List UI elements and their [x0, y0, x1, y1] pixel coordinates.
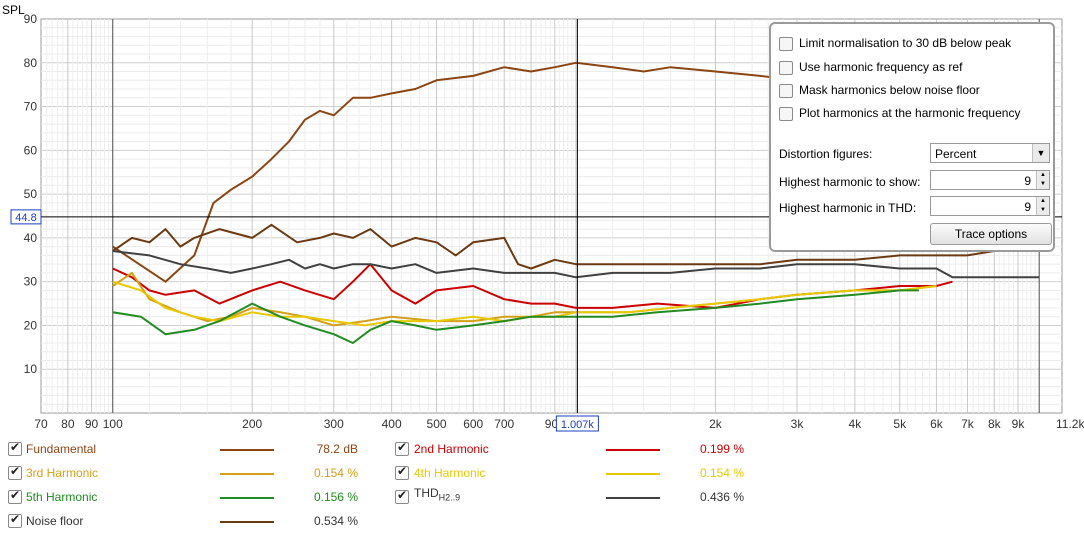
series-noise-floor	[112, 223, 1040, 270]
legend-checkbox-3rd-harmonic[interactable]	[8, 464, 22, 480]
legend-name: Noise floor	[26, 514, 84, 528]
use-harmonic-frequency-checkbox[interactable]	[779, 61, 793, 75]
y-tick-label: 70	[24, 100, 38, 114]
legend-swatch	[220, 473, 274, 475]
mask-harmonics-checkbox[interactable]	[779, 84, 793, 98]
x-tick-label: 4k	[849, 417, 863, 431]
y-tick-label: 40	[24, 231, 38, 245]
x-tick-label: 80	[61, 417, 75, 431]
y-tick-label: 10	[24, 362, 38, 376]
x-tick-label: 9k	[1012, 417, 1026, 431]
x-tick-label: 8k	[988, 417, 1002, 431]
legend-checkbox-5th-harmonic[interactable]	[8, 488, 22, 504]
legend-value: 0.154 %	[699, 466, 744, 480]
distortion-figures-label: Distortion figures:	[779, 147, 873, 161]
highest-harmonic-show-label: Highest harmonic to show:	[779, 175, 921, 189]
legend-swatch	[220, 521, 274, 523]
trace-options-panel: Limit normalisation to 30 dB below peak …	[769, 22, 1055, 252]
x-tick-label: 6k	[930, 417, 944, 431]
x-tick-label: 700	[494, 417, 514, 431]
legend-value: 0.436 %	[699, 490, 744, 504]
y-tick-label: 90	[24, 12, 38, 26]
legend-swatch	[606, 449, 660, 451]
spin-down-icon[interactable]: ▼	[1036, 206, 1049, 215]
highest-harmonic-thd-value: 9	[1024, 200, 1031, 214]
legend-swatch	[220, 449, 274, 451]
x-tick-label: 300	[324, 417, 344, 431]
spin-up-icon[interactable]: ▲	[1036, 171, 1049, 180]
y-tick-label: 60	[24, 143, 38, 157]
legend: Fundamental 78.2 dB 2nd Harmonic 0.199 % 3rd…	[0, 436, 780, 541]
x-tick-label: 90	[85, 417, 99, 431]
cursor-x-readout: 1.007k	[561, 419, 595, 431]
plot-at-harmonic-checkbox[interactable]	[779, 107, 793, 121]
highest-harmonic-show-spinner[interactable]: 9 ▲ ▼	[930, 170, 1050, 190]
cursor-x-readout-box	[555, 415, 599, 432]
x-tick-label: 500	[427, 417, 447, 431]
y-tick-label: 20	[24, 318, 38, 332]
legend-checkbox-noise-floor[interactable]	[8, 512, 22, 528]
legend-checkbox-4th-harmonic[interactable]	[395, 464, 409, 480]
x-tick-label: 600	[463, 417, 483, 431]
highest-harmonic-show-value: 9	[1024, 174, 1031, 188]
distortion-figures-select[interactable]: Percent ▼	[930, 143, 1050, 163]
series-5th-harmonic	[112, 289, 919, 344]
legend-value: 0.199 %	[699, 442, 744, 456]
highest-harmonic-thd-spinner[interactable]: 9 ▲ ▼	[930, 196, 1050, 216]
x-tick-label: 200	[242, 417, 262, 431]
cursor-y-readout: 44.8	[15, 212, 36, 224]
plot-at-harmonic-label: Plot harmonics at the harmonic frequency	[799, 106, 1021, 120]
legend-swatch	[606, 497, 660, 499]
y-tick-label: 50	[24, 187, 38, 201]
legend-swatch	[220, 497, 274, 499]
legend-name: 4th Harmonic	[414, 466, 486, 480]
limit-normalisation-checkbox[interactable]	[779, 37, 793, 51]
x-tick-label: 3k	[791, 417, 805, 431]
legend-name: 2nd Harmonic	[414, 442, 489, 456]
x-tick-label: 5k	[893, 417, 907, 431]
y-tick-label: 30	[24, 275, 38, 289]
y-axis-label: SPL	[2, 3, 25, 17]
highest-harmonic-thd-label: Highest harmonic in THD:	[779, 201, 917, 215]
legend-checkbox-2nd-harmonic[interactable]	[395, 440, 409, 456]
chevron-down-icon[interactable]: ▼	[1032, 144, 1049, 162]
legend-name: 3rd Harmonic	[26, 466, 99, 480]
spin-down-icon[interactable]: ▼	[1036, 180, 1049, 189]
legend-swatch	[606, 473, 660, 475]
trace-options-button[interactable]: Trace options	[930, 223, 1052, 245]
mask-harmonics-label: Mask harmonics below noise floor	[799, 83, 980, 97]
x-tick-label: 11.2kHz	[1056, 417, 1084, 431]
x-tick-label: 70	[34, 417, 48, 431]
x-tick-label: 100	[103, 417, 123, 431]
y-tick-label: 80	[24, 56, 38, 70]
x-tick-label: 90	[545, 417, 559, 431]
distortion-figures-value: Percent	[935, 147, 977, 161]
legend-name-subscript: H2..9	[438, 492, 461, 503]
x-tick-label: 7k	[961, 417, 975, 431]
legend-checkbox-fundamental[interactable]	[8, 440, 22, 456]
legend-name: Fundamental	[26, 442, 97, 456]
legend-value: 0.534 %	[313, 514, 358, 528]
series-thd-h2-9	[112, 250, 1040, 279]
limit-normalisation-label: Limit normalisation to 30 dB below peak	[799, 36, 1012, 50]
legend-value: 0.154 %	[313, 466, 358, 480]
cursor-y-readout-box	[10, 209, 42, 225]
legend-name: 5th Harmonic	[26, 490, 98, 504]
x-tick-label: 2k	[709, 417, 723, 431]
legend-value: 78.2 dB	[316, 442, 358, 456]
legend-checkbox-thd[interactable]	[395, 488, 409, 504]
x-tick-label: 400	[382, 417, 402, 431]
use-harmonic-frequency-label: Use harmonic frequency as ref	[799, 60, 963, 74]
legend-name: THDH2..9	[414, 486, 461, 503]
legend-value: 0.156 %	[313, 490, 358, 504]
spin-up-icon[interactable]: ▲	[1036, 197, 1049, 206]
